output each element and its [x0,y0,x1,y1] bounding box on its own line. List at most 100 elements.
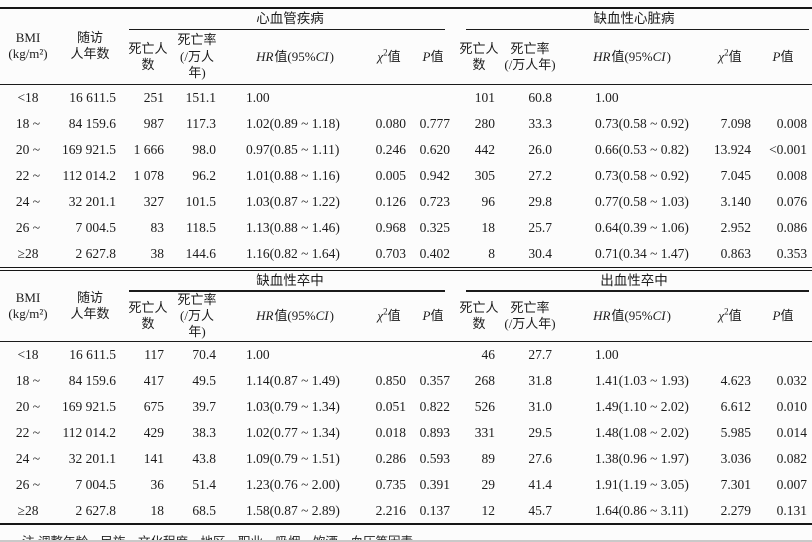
p-value-cell: 0.723 [419,194,450,210]
deaths-header: 死亡人数 [456,30,502,85]
deaths-cell: 429 [143,424,164,440]
chi-square-cell: 4.623 [720,372,751,388]
sub-header-row: 死亡人数 死亡率 (/万人年) HR值(95%CI) χ2值 P值 死亡人数 死… [0,30,812,85]
death-rate-cell: 117.3 [186,115,216,131]
deaths-cell: 417 [143,372,164,388]
hr-ci-cell: 1.01(0.88 ~ 1.16) [246,167,340,183]
deaths-header: 死亡人数 [124,291,172,342]
hr-symbol: HR [593,308,611,324]
death-rate-cell: 39.7 [192,398,216,414]
hr-ci-cell: 0.97(0.85 ~ 1.11) [246,141,340,157]
bmi-column-header: BMI (kg/m²) [0,8,56,85]
death-rate-cell: 29.8 [528,194,552,210]
death-rate-cell: 33.3 [528,115,552,131]
p-value-cell [754,84,812,110]
death-rate-cell: 27.7 [528,346,552,362]
p-value-cell: <0.001 [769,141,808,157]
deaths-cell: 46 [481,346,496,362]
p-value-cell: 0.014 [776,424,807,440]
hr-ci-cell: 1.02(0.77 ~ 1.34) [246,424,340,440]
death-rate-cell: 30.4 [528,246,552,262]
table-body-cvd-ihd: <18 16 611.5 251 151.1 1.00 101 60.8 1.0… [0,84,812,267]
chi-square-cell [706,84,754,110]
person-years-cell: 84 159.6 [68,372,116,388]
page-bottom-edge-line [0,540,812,542]
table-body-stroke: <18 16 611.5 117 70.4 1.00 46 27.7 1.00 … [0,341,812,524]
death-rate-cell: 45.7 [528,503,552,519]
person-years-cell: 84 159.6 [68,115,116,131]
bmi-label: BMI [15,30,41,45]
chi-square-header: χ2值 [706,291,754,342]
sub-header-row: 死亡人数 死亡率 (/万人年) HR值(95%CI) χ2值 P值 死亡人数 死… [0,291,812,342]
hr-mid-text: 值(95% [274,48,316,64]
bmi-column-header: BMI (kg/m²) [0,270,56,342]
p-value-cell: 0.082 [776,451,807,467]
chi-square-cell [706,341,754,367]
table-row: 22 ~ 112 014.2 429 38.3 1.02(0.77 ~ 1.34… [0,420,812,446]
chi-square-cell: 7.098 [720,115,751,131]
hr-close-paren: ) [666,308,671,324]
death-rate-cell: 27.2 [528,167,552,183]
chi-square-cell: 0.246 [375,141,406,157]
person-years-cell: 2 627.8 [75,503,117,519]
hr-ci-cell: 1.00 [246,89,270,105]
deaths-cell: 268 [474,372,495,388]
bmi-cell: 18 ~ [15,372,41,388]
chi-square-cell [368,84,410,110]
p-value-header: P值 [754,291,812,342]
hr-ci-header: HR值(95%CI) [222,291,368,342]
death-rate-label: 死亡率 [510,40,550,56]
p-value-cell: 0.893 [419,424,450,440]
death-rate-cell: 118.5 [186,220,216,236]
p-value-cell: 0.131 [776,503,807,519]
deaths-cell: 280 [474,115,495,131]
table-row: 24 ~ 32 201.1 327 101.5 1.03(0.87 ~ 1.22… [0,189,812,215]
person-years-cell: 7 004.5 [75,220,117,236]
p-value-cell [410,84,456,110]
p-value-header: P值 [754,30,812,85]
hr-ci-cell: 1.91(1.19 ~ 3.05) [595,477,689,493]
table-row: <18 16 611.5 251 151.1 1.00 101 60.8 1.0… [0,84,812,110]
bmi-cell: 22 ~ [15,424,41,440]
deaths-cell: 29 [481,477,496,493]
p-value-cell: 0.032 [776,372,807,388]
group-header-row: BMI (kg/m²) 随访 人年数 心血管疾病 缺血性心脏病 [0,8,812,85]
p-symbol: P [772,48,781,64]
deaths-cell: 987 [143,115,164,131]
deaths-header: 死亡人数 [124,30,172,85]
death-rate-header: 死亡率 (/万人年) [502,291,558,342]
death-rate-cell: 43.8 [192,451,216,467]
group-header-row: BMI (kg/m²) 随访 人年数 缺血性卒中 出血性卒中 [0,270,812,342]
chi-word: 值 [728,308,742,324]
person-years-cell: 169 921.5 [62,398,116,414]
death-rate-cell: 49.5 [192,372,216,388]
followup-column-header: 随访 人年数 [56,270,124,342]
deaths-cell: 89 [481,451,496,467]
person-years-cell: 7 004.5 [75,477,117,493]
deaths-cell: 96 [481,194,496,210]
chi-square-cell: 13.924 [713,141,751,157]
deaths-cell: 526 [474,398,495,414]
table-row: <18 16 611.5 117 70.4 1.00 46 27.7 1.00 [0,341,812,367]
death-rate-cell: 38.3 [192,424,216,440]
p-value-cell: 0.008 [776,115,808,131]
p-word: 值 [780,48,794,64]
deaths-cell: 305 [474,167,495,183]
chi-word: 值 [387,48,401,64]
person-years-cell: 16 611.5 [69,346,116,362]
chi-square-cell: 2.216 [375,503,406,519]
table-cvd-ihd: BMI (kg/m²) 随访 人年数 心血管疾病 缺血性心脏病 死亡人数 死亡率… [0,7,812,268]
p-value-cell: 0.402 [419,246,450,262]
chi-square-cell: 0.018 [375,424,406,440]
person-years-cell: 32 201.1 [68,194,116,210]
chi-square-cell: 3.140 [720,194,751,210]
bmi-cell: 20 ~ [15,398,41,414]
table-row: 20 ~ 169 921.5 1 666 98.0 0.97(0.85 ~ 1.… [0,136,812,162]
chi-square-header: χ2值 [706,30,754,85]
bmi-cell: <18 [17,89,39,105]
p-value-cell: 0.076 [776,194,808,210]
chi-superscript: 2 [724,306,729,317]
deaths-cell: 8 [488,246,495,262]
chi-square-cell: 2.279 [720,503,751,519]
p-value-cell: 0.357 [419,372,450,388]
